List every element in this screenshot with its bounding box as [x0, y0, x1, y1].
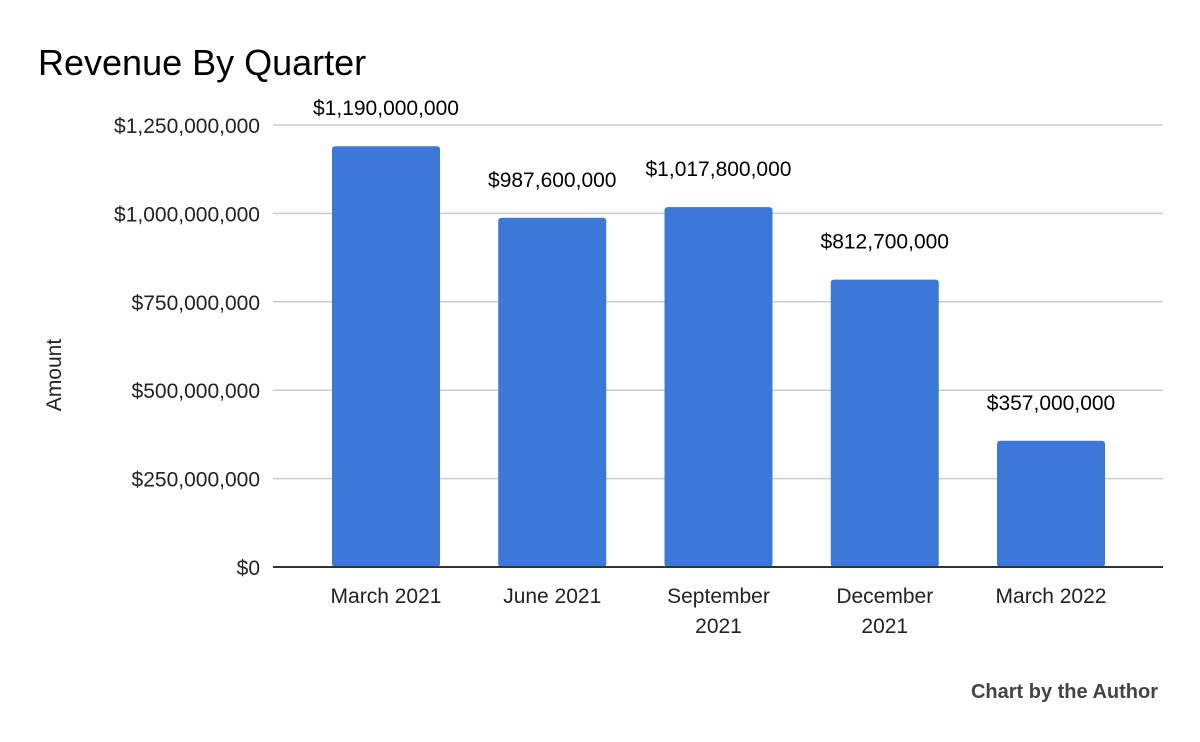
y-tick-label: $1,250,000,000 — [114, 115, 260, 138]
y-axis-ticks: $0 $250,000,000 $500,000,000 $750,000,000 $1… — [114, 115, 260, 580]
x-tick-label: 2021 — [695, 615, 742, 638]
y-tick-label: $750,000,000 — [132, 292, 260, 315]
chart-title: Revenue By Quarter — [38, 42, 366, 83]
bar — [332, 146, 440, 567]
x-tick-label: September — [667, 585, 770, 608]
y-tick-label: $250,000,000 — [132, 469, 260, 492]
bar-data-label: $1,190,000,000 — [313, 97, 459, 120]
x-tick-label: March 2021 — [331, 585, 442, 608]
y-tick-label: $0 — [237, 557, 260, 580]
x-tick-label: December — [836, 585, 933, 608]
x-axis-ticks: March 2021 June 2021 September 2021 December… — [331, 585, 1107, 638]
bar-data-label: $357,000,000 — [987, 392, 1115, 415]
x-tick-label: June 2021 — [503, 585, 601, 608]
bar — [997, 440, 1105, 567]
bar — [664, 207, 773, 567]
x-tick-label: March 2022 — [996, 585, 1107, 608]
data-labels: $1,190,000,000 $987,600,000 $1,017,800,000… — [313, 97, 1115, 415]
bar-data-label: $987,600,000 — [488, 169, 616, 192]
y-tick-label: $1,000,000,000 — [114, 203, 260, 226]
bar-data-label: $812,700,000 — [821, 231, 949, 254]
bars — [332, 146, 1105, 567]
bar — [830, 279, 939, 567]
bar-data-label: $1,017,800,000 — [646, 158, 792, 181]
y-axis-title: Amount — [43, 339, 66, 412]
chart-credit: Chart by the Author — [971, 681, 1158, 703]
bar — [498, 217, 607, 567]
x-tick-label: 2021 — [861, 615, 908, 638]
y-tick-label: $500,000,000 — [132, 380, 260, 403]
